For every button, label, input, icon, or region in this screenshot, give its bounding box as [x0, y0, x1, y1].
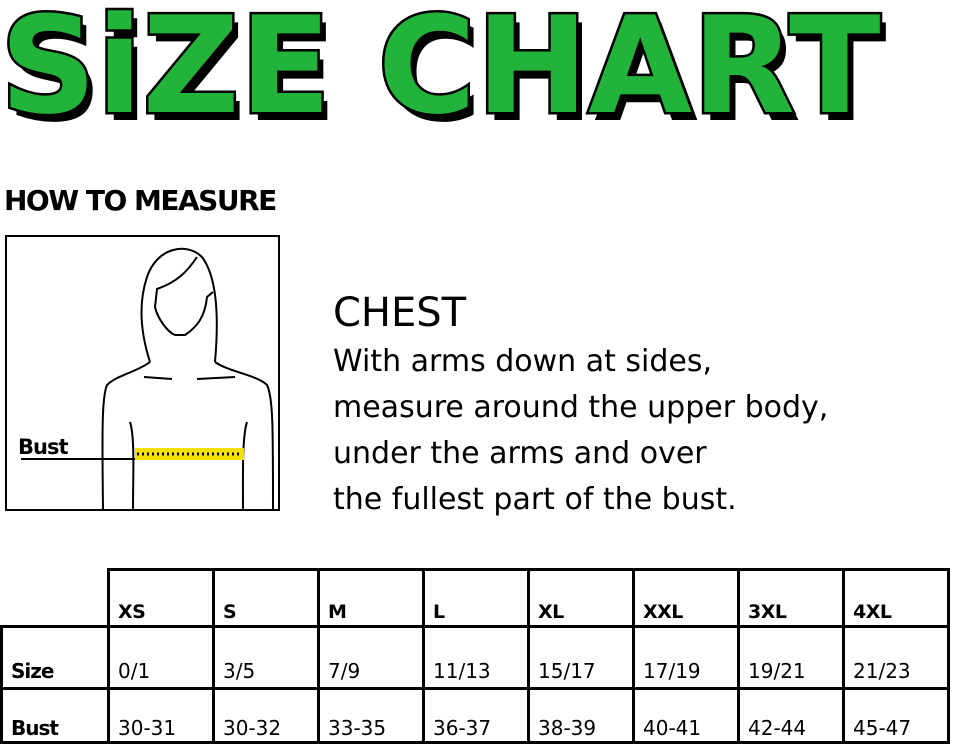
size-chart-title: SiZE CHART: [0, 0, 883, 147]
table-cell: 21/23: [842, 625, 950, 690]
table-cell: 0/1: [107, 625, 215, 690]
header-cell: L: [422, 568, 530, 628]
table-cell: 33-35: [317, 687, 425, 744]
row-label: Bust: [0, 687, 110, 744]
header-cell: 4XL: [842, 568, 950, 628]
table-row: Size 0/1 3/5 7/9 11/13 15/17 17/19 19/21…: [0, 625, 950, 690]
table-cell: 38-39: [527, 687, 635, 744]
header-cell: 3XL: [737, 568, 845, 628]
chest-instruction-line: measure around the upper body,: [333, 390, 829, 425]
header-cell: XL: [527, 568, 635, 628]
header-cell: XS: [107, 568, 215, 628]
measuring-tape: [135, 448, 244, 460]
size-table: XS S M L XL XXL 3XL 4XL Size 0/1 3/5 7/9…: [0, 568, 950, 744]
table-cell: 30-31: [107, 687, 215, 744]
table-cell: 42-44: [737, 687, 845, 744]
row-label: Size: [0, 625, 110, 690]
chest-heading: CHEST: [333, 290, 467, 336]
table-cell: 40-41: [632, 687, 740, 744]
table-header-row: XS S M L XL XXL 3XL 4XL: [1, 568, 950, 628]
table-cell: 45-47: [842, 687, 950, 744]
woman-outline-icon: [21, 247, 274, 509]
table-cell: 15/17: [527, 625, 635, 690]
header-cell: S: [212, 568, 320, 628]
table-cell: 19/21: [737, 625, 845, 690]
how-to-measure-heading: HOW TO MEASURE: [4, 184, 277, 217]
table-cell: 3/5: [212, 625, 320, 690]
measure-illustration: Bust: [5, 235, 280, 511]
table-row: Bust 30-31 30-32 33-35 36-37 38-39 40-41…: [0, 687, 950, 744]
bust-label: Bust: [18, 435, 68, 459]
chest-instruction-line: under the arms and over: [333, 436, 707, 471]
table-cell: 11/13: [422, 625, 530, 690]
table-cell: 30-32: [212, 687, 320, 744]
header-cell: XXL: [632, 568, 740, 628]
table-cell: 36-37: [422, 687, 530, 744]
chest-instruction-line: With arms down at sides,: [333, 344, 713, 379]
table-cell: 7/9: [317, 625, 425, 690]
table-cell: 17/19: [632, 625, 740, 690]
header-cell: M: [317, 568, 425, 628]
chest-instruction-line: the fullest part of the bust.: [333, 482, 737, 517]
